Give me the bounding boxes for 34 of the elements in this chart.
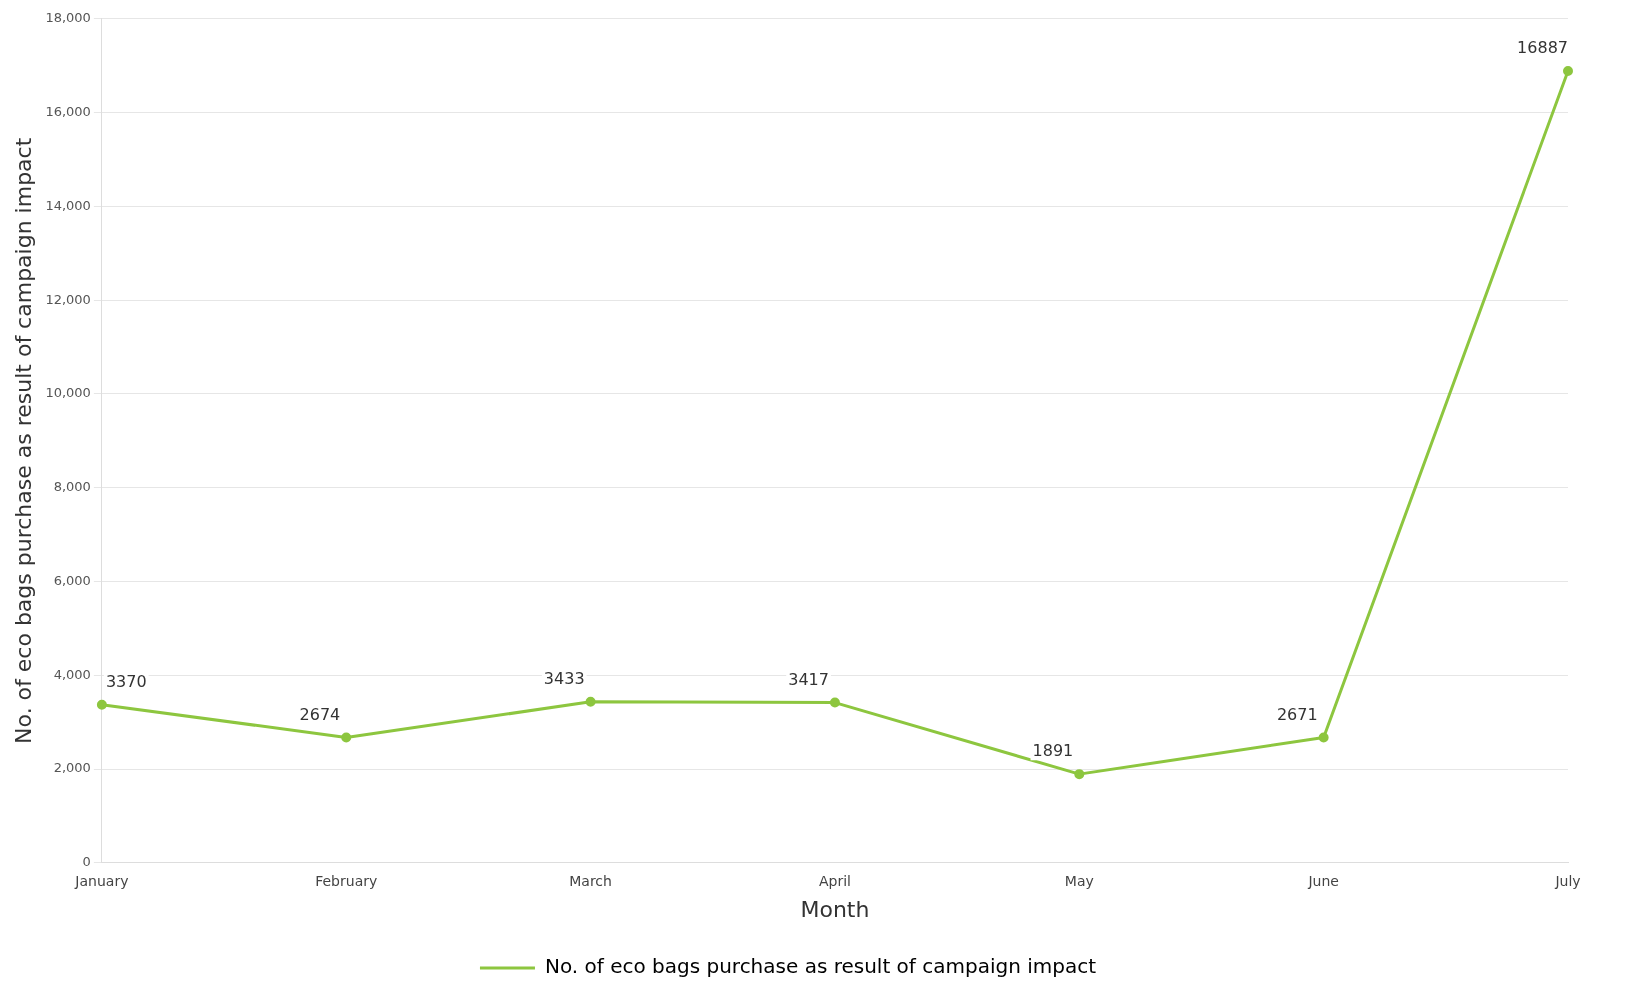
point [1318, 732, 1329, 743]
point [1563, 65, 1573, 76]
point [96, 699, 107, 710]
y-tick-label: 4,000 [53, 666, 91, 682]
x-tick-label: April [818, 872, 851, 889]
point [1074, 769, 1085, 780]
y-tick-label: 16,000 [45, 103, 91, 119]
y-tick-label: 12,000 [45, 291, 91, 307]
y-tick-label: 10,000 [45, 385, 91, 401]
x-tick-label: June [1307, 872, 1339, 889]
data-label: 16887 [1517, 38, 1568, 58]
data-label: 2671 [1276, 704, 1318, 724]
y-tick-label: 6,000 [53, 572, 91, 588]
data-label: 3433 [543, 668, 585, 688]
x-tick-label: July [1554, 872, 1581, 889]
point [829, 697, 840, 708]
point [585, 696, 596, 707]
y-tick-label: 8,000 [53, 479, 91, 495]
y-axis-title: No. of eco bags purchase as result of campaign impact [10, 137, 36, 744]
point [341, 732, 352, 743]
y-tick-label: 14,000 [45, 197, 91, 213]
legend-label: No. of eco bags purchase as result of campaign impact [544, 954, 1097, 979]
x-tick-label: May [1064, 872, 1094, 889]
data-label: 3417 [788, 669, 829, 689]
x-tick-label: March [569, 872, 612, 889]
x-tick-label: January [74, 872, 129, 889]
data-label: 3370 [105, 671, 147, 691]
y-tick-label: 2,000 [53, 760, 91, 776]
x-tick-label: February [315, 872, 378, 889]
y-tick-label: 18,000 [45, 10, 91, 26]
y-tick-label: 0 [82, 854, 91, 870]
data-label: 1891 [1032, 741, 1074, 761]
data-label: 2674 [299, 704, 341, 724]
x-axis-title: Month [800, 896, 870, 922]
